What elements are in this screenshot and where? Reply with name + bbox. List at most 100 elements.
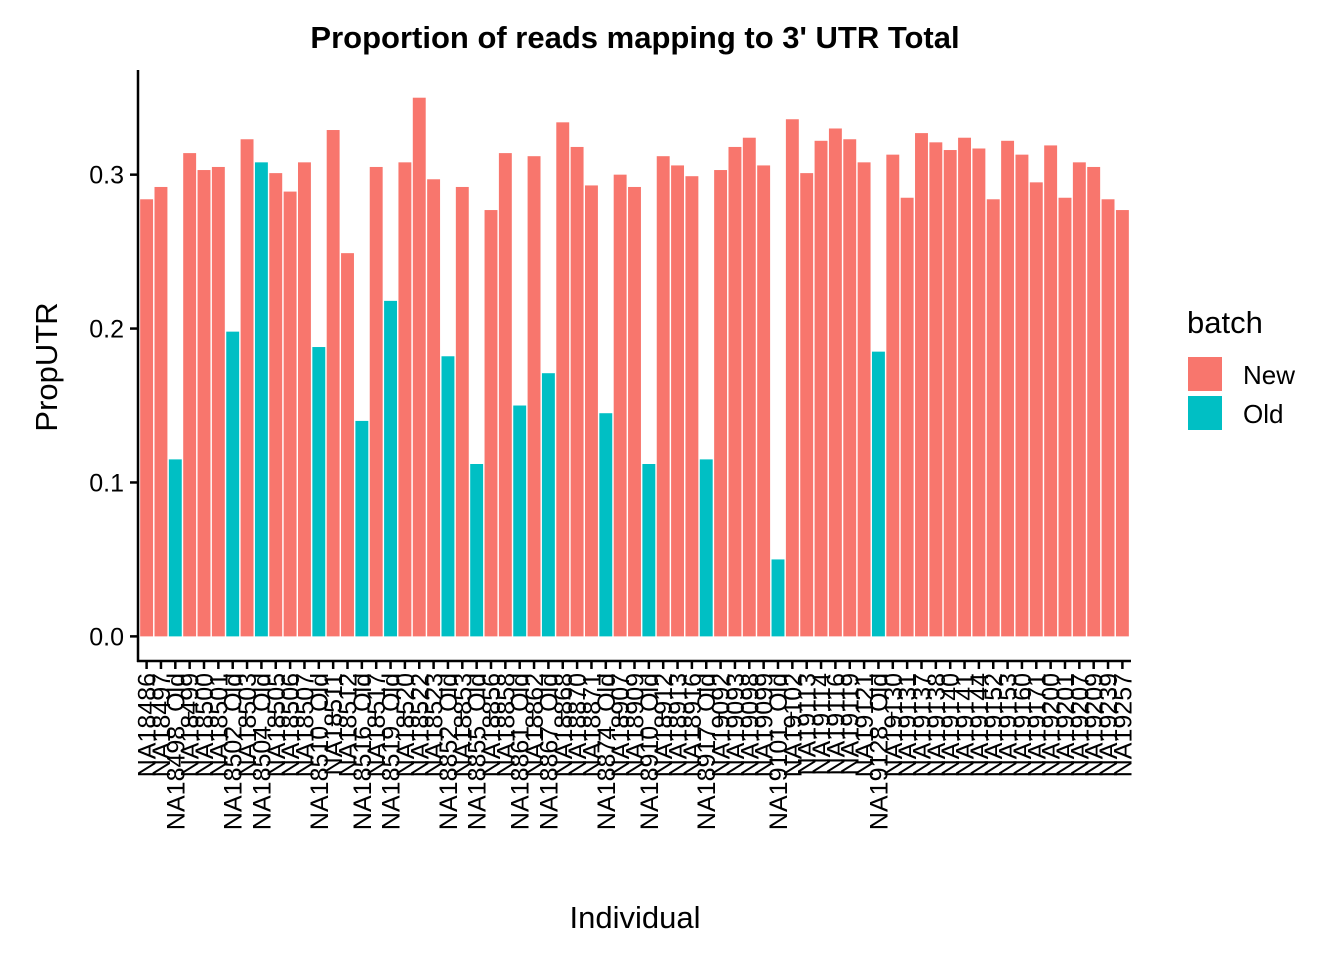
x-tick-label: NA18917_Old [693,673,721,830]
bar [1029,182,1043,637]
bar [570,146,584,637]
bar [699,459,713,637]
x-tick-label: NA19138 [923,673,951,777]
x-tick-label: NA18522 [406,673,434,777]
legend-title: batch [1187,305,1263,340]
x-tick-label: NA18913 [665,673,693,777]
x-tick-label: NA19128_Old [865,673,893,830]
x-tick-label: NA18499 [177,673,205,777]
x-tick-label: NA19121 [851,673,879,777]
bar [1087,166,1101,637]
x-tick-label: NA18858 [492,673,520,777]
x-tick-label: NA18916 [679,673,707,777]
bar [455,186,469,637]
x-tick-label: NA19119 [837,673,865,775]
bar [757,165,771,637]
bar [828,128,842,637]
bar [269,173,283,637]
x-tick-label: NA19201 [1052,673,1080,777]
y-tick-label: 0.0 [89,623,124,651]
bar [656,156,670,637]
x-tick-label: NA18862 [521,673,549,777]
bar [642,464,656,637]
x-tick-label: NA18871 [578,673,606,777]
bar [297,162,311,637]
y-axis-title: PropUTR [29,302,64,431]
x-tick-label: NA18856 [478,673,506,777]
bar [613,174,627,637]
bar [785,119,799,637]
bar [369,166,383,637]
x-tick-label: NA18870 [564,673,592,777]
x-tick-label: NA18861_Old [507,673,535,830]
bar [168,459,182,637]
bar [1115,210,1129,637]
bar [513,405,527,637]
legend-key [1188,357,1222,391]
x-tick-label: NA19098 [736,673,764,777]
bar [427,179,441,637]
bar [484,210,498,637]
x-tick-label: NA19137 [908,673,936,777]
x-tick-label: NA19092 [708,673,736,777]
bar [1072,162,1086,637]
x-tick-label: NA18874_Old [593,673,621,830]
bar [140,199,154,637]
x-tick-label: NA19152 [980,673,1008,777]
legend-label: Old [1243,399,1283,429]
bar [183,153,197,637]
x-tick-label: NA19102 [779,673,807,777]
x-tick-label: NA19101_Old [765,673,793,830]
x-tick-label: NA19207 [1066,673,1094,777]
x-tick-label: NA19200 [1038,673,1066,777]
bar [1044,145,1058,637]
x-tick-label: NA18516_Old [349,673,377,830]
x-tick-label: NA18909 [622,673,650,777]
x-tick-label: NA18497 [148,673,176,777]
bar [384,300,398,637]
x-tick-label: NA19160 [1009,673,1037,777]
bar [584,185,598,637]
x-tick-label: NA18500 [191,673,219,777]
x-tick-label: NA18852_Old [435,673,463,830]
x-tick-label: NA18855_Old [464,673,492,830]
x-tick-label: NA18507 [291,673,319,777]
x-axis-title: Individual [570,900,701,935]
bar [685,176,699,637]
x-tick-label: NA19140 [937,673,965,777]
bar [541,373,555,637]
x-tick-label: NA19209 [1081,673,1109,777]
chart-title: Proportion of reads mapping to 3' UTR To… [310,20,959,55]
y-tick-label: 0.3 [89,162,124,190]
bar [470,464,484,637]
bar [398,162,412,637]
x-tick-label: NA18517 [363,673,391,777]
bar [254,162,268,637]
x-tick-label: NA18912 [650,673,678,777]
bar [714,170,728,637]
bar [886,154,900,637]
bar [599,413,613,637]
x-tick-label: NA19113 [794,673,822,775]
x-tick-label: NA19257 [1109,673,1137,777]
bar [958,137,972,637]
bar [742,137,756,637]
bar [341,253,354,637]
x-tick-label: NA18506 [277,673,305,777]
x-tick-label: NA18505 [263,673,291,777]
x-tick-label: NA18853 [449,673,477,777]
bar [1001,140,1015,637]
x-tick-label: NA18511 [320,673,348,775]
bar [240,139,254,637]
bar [800,173,814,637]
bar [972,148,986,637]
x-tick-label: NA18510_Old [306,673,334,830]
bar [1058,197,1072,637]
bar [771,559,785,637]
bar [441,356,455,637]
bar [814,140,828,637]
x-tick-label: NA18503 [234,673,262,777]
legend-key [1188,396,1222,430]
bar [628,186,641,637]
